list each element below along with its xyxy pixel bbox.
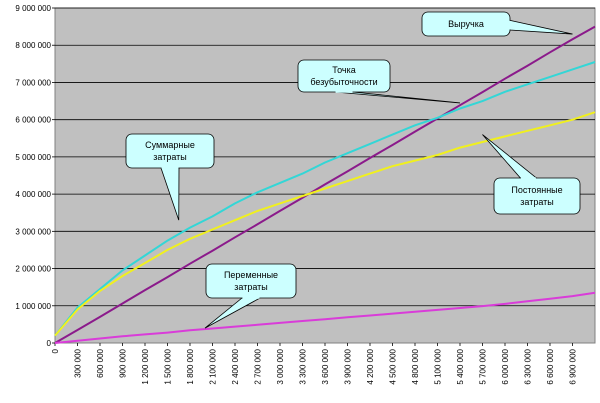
y-tick-label: 6 000 000 (15, 116, 51, 125)
callout-box (493, 177, 581, 215)
y-tick-label: 0 (47, 339, 52, 348)
y-tick-label: 5 000 000 (15, 153, 51, 162)
x-tick-label: 5 400 000 (456, 348, 465, 384)
y-tick-label: 4 000 000 (15, 190, 51, 199)
x-tick-label: 3 600 000 (321, 348, 330, 384)
x-tick-label: 2 400 000 (231, 348, 240, 384)
x-tick-label: 4 500 000 (389, 348, 398, 384)
callout-text: Точка безубыточности (310, 65, 377, 87)
x-tick-label: 6 300 000 (524, 348, 533, 384)
x-tick-label: 2 700 000 (254, 348, 263, 384)
y-tick-label: 9 000 000 (15, 4, 51, 13)
y-tick-label: 1 000 000 (15, 302, 51, 311)
y-axis-ticks: 0 1 000 000 2 000 000 3 000 000 4 000 000 5 0… (15, 4, 55, 348)
series-line-Выручка (54, 25, 596, 344)
x-tick-label: 6 000 000 (501, 348, 510, 384)
plot-area (54, 7, 596, 344)
x-tick-label: 300 000 (74, 348, 83, 377)
x-tick-label: 6 600 000 (546, 348, 555, 384)
x-tick-label: 3 000 000 (276, 348, 285, 384)
x-tick-label: 0 (51, 348, 60, 353)
series-lines (54, 25, 596, 344)
x-tick-label: 4 200 000 (366, 348, 375, 384)
x-tick-label: 4 800 000 (411, 348, 420, 384)
x-tick-label: 2 100 000 (209, 348, 218, 384)
x-tick-label: 1 200 000 (141, 348, 150, 384)
x-tick-label: 3 900 000 (344, 348, 353, 384)
x-tick-label: 5 700 000 (479, 348, 488, 384)
callout-text: Постоянные затраты (511, 185, 562, 207)
x-tick-label: 1 500 000 (164, 348, 173, 384)
x-axis-ticks: 0 300 000 600 000 900 000 1 200 000 1 500 000… (51, 343, 578, 385)
y-tick-label: 3 000 000 (15, 227, 51, 236)
callout-text: Выручка (448, 19, 484, 29)
y-tick-label: 2 000 000 (15, 265, 51, 274)
x-tick-label: 6 900 000 (569, 348, 578, 384)
callout-text: Суммарные затраты (145, 140, 195, 162)
series-line-Суммарные-затраты (54, 61, 596, 337)
series-line-Переменные-затраты (54, 291, 596, 344)
x-tick-label: 900 000 (119, 348, 128, 377)
x-tick-label: 600 000 (96, 348, 105, 377)
x-tick-label: 3 300 000 (299, 348, 308, 384)
y-tick-label: 8 000 000 (15, 41, 51, 50)
series-line-Постоянные-затраты (54, 111, 596, 337)
callout-text: Переменные затраты (224, 270, 278, 292)
x-tick-label: 1 800 000 (186, 348, 195, 384)
y-tick-label: 7 000 000 (15, 78, 51, 87)
x-tick-label: 5 100 000 (434, 348, 443, 384)
callouts: Выручка Точка безубыточности Суммарные затра… (125, 11, 581, 329)
